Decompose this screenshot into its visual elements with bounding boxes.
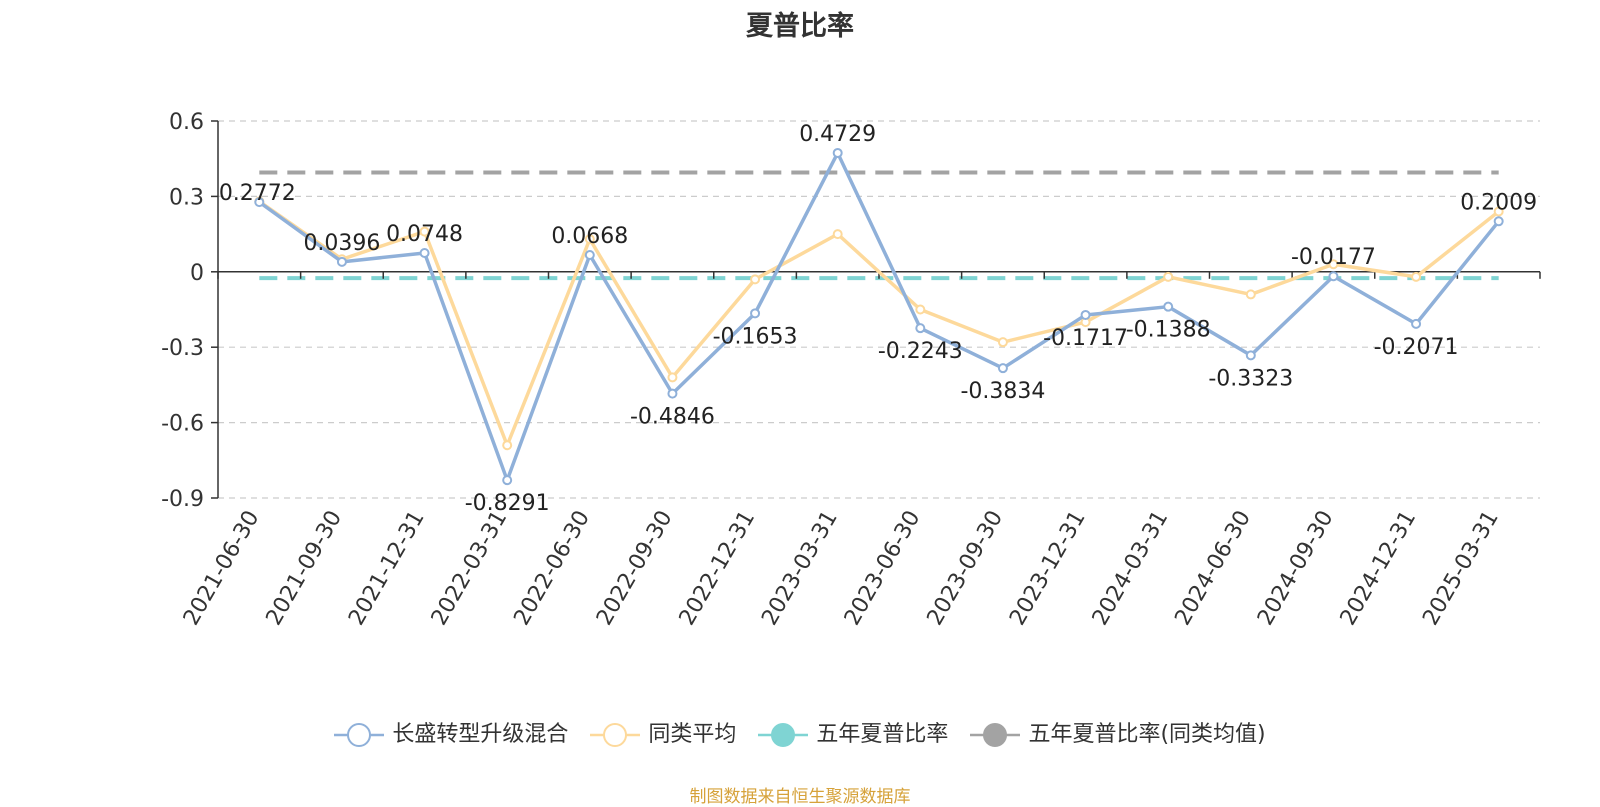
x-tick-label: 2024-06-30 [1170, 507, 1256, 630]
x-tick-label: 2023-09-30 [923, 507, 1009, 630]
data-label: 0.0396 [303, 231, 380, 256]
chart-title: 夏普比率 [746, 11, 854, 42]
peer-point[interactable] [1411, 271, 1422, 282]
grid-lines [218, 120, 1540, 499]
peer-point[interactable] [1245, 289, 1256, 300]
legend-item[interactable]: 长盛转型升级混合 [334, 722, 568, 748]
legend-item[interactable]: 五年夏普比率 [758, 722, 948, 748]
fund-point[interactable] [667, 388, 678, 399]
data-label: -0.4846 [630, 405, 715, 430]
data-label: -0.2243 [878, 339, 963, 364]
fund-point[interactable] [1163, 301, 1174, 312]
y-tick-label: 0 [190, 261, 204, 286]
fund-point[interactable] [584, 250, 595, 261]
peer-point[interactable] [1163, 271, 1174, 282]
peer-point[interactable] [832, 229, 843, 240]
x-tick-label: 2024-03-31 [1088, 507, 1174, 630]
peer-point[interactable] [419, 226, 430, 237]
data-label: -0.1388 [1126, 318, 1211, 343]
axes: 0.60.30-0.3-0.6-0.92021-06-302021-09-302… [161, 110, 1541, 630]
legend-swatch-marker [983, 723, 1008, 747]
x-tick-label: 2022-12-31 [675, 507, 761, 630]
x-tick-label: 2023-03-31 [757, 507, 843, 630]
sharpe-line-chart: 0.60.30-0.3-0.6-0.92021-06-302021-09-302… [161, 110, 1541, 630]
legend-label: 长盛转型升级混合 [392, 722, 569, 747]
data-label: 0.2009 [1460, 190, 1537, 215]
legend-swatch-marker [771, 723, 796, 747]
fund-point[interactable] [1080, 309, 1091, 320]
fund-point[interactable] [915, 323, 926, 334]
legend-swatch [970, 723, 1021, 747]
fund-point[interactable] [254, 197, 265, 208]
legend-item[interactable]: 五年夏普比率(同类均值) [970, 722, 1266, 748]
data-label: 0.4729 [799, 122, 876, 147]
peer-point[interactable] [1493, 206, 1504, 217]
data-label: -0.1653 [713, 324, 798, 349]
series-lines [254, 147, 1504, 486]
x-tick-label: 2024-12-31 [1336, 507, 1422, 630]
y-tick-label: 0.6 [169, 110, 204, 135]
peer-average-line [258, 199, 1500, 447]
data-label: -0.0177 [1291, 245, 1376, 270]
data-label: 0.0668 [551, 224, 628, 249]
fund-point[interactable] [1493, 216, 1504, 227]
x-tick-label: 2021-06-30 [179, 507, 265, 630]
data-label: -0.3834 [960, 379, 1045, 404]
legend[interactable]: 长盛转型升级混合 同类平均 五年夏普比率 五年夏普比率(同类均值) [0, 722, 1600, 748]
y-tick-label: -0.9 [161, 487, 204, 512]
fund-series-line [258, 151, 1501, 482]
y-tick-label: -0.6 [161, 412, 204, 437]
legend-swatch-marker [347, 723, 372, 747]
data-label: -0.1717 [1043, 326, 1128, 351]
fund-point[interactable] [419, 248, 430, 259]
fund-point[interactable] [1411, 318, 1422, 329]
data-label: -0.2071 [1374, 335, 1459, 360]
fund-point[interactable] [502, 475, 513, 486]
peer-point[interactable] [667, 372, 678, 383]
data-label: -0.8291 [465, 491, 550, 516]
x-tick-label: 2021-09-30 [262, 507, 348, 630]
legend-swatch [334, 723, 385, 747]
y-tick-label: 0.3 [169, 185, 204, 210]
legend-item[interactable]: 同类平均 [590, 722, 736, 748]
data-labels: 0.2772 0.0396 0.0748 -0.8291 0.0668 -0.4846 -0… [219, 122, 1537, 516]
legend-swatch [590, 723, 641, 747]
peer-point[interactable] [915, 304, 926, 315]
data-label: -0.3323 [1208, 366, 1293, 391]
x-tick-label: 2022-09-30 [592, 507, 678, 630]
x-tick-label: 2021-12-31 [344, 507, 430, 630]
x-tick-label: 2024-09-30 [1253, 507, 1339, 630]
legend-label: 同类平均 [648, 722, 737, 747]
legend-swatch-marker [603, 723, 628, 747]
legend-label: 五年夏普比率(同类均值) [1028, 722, 1266, 747]
fund-point[interactable] [1328, 271, 1339, 282]
source-note: 制图数据来自恒生聚源数据库 [689, 787, 911, 807]
x-tick-label: 2022-03-31 [427, 507, 513, 630]
x-tick-label: 2023-12-31 [1005, 507, 1091, 630]
fund-point[interactable] [1245, 350, 1256, 361]
x-tick-label: 2023-06-30 [840, 507, 926, 630]
x-tick-label: 2022-06-30 [509, 507, 595, 630]
data-label: 0.2772 [219, 181, 296, 206]
fund-point[interactable] [336, 256, 347, 267]
fund-point[interactable] [997, 363, 1008, 374]
data-label: 0.0748 [386, 222, 463, 247]
fund-point[interactable] [750, 308, 761, 319]
legend-swatch [758, 723, 809, 747]
peer-point[interactable] [1328, 259, 1339, 270]
peer-point[interactable] [750, 274, 761, 285]
peer-point[interactable] [584, 234, 595, 245]
y-tick-label: -0.3 [161, 336, 204, 361]
fund-point[interactable] [832, 147, 843, 158]
x-tick-label: 2025-03-31 [1418, 507, 1504, 630]
peer-point[interactable] [997, 337, 1008, 348]
peer-point[interactable] [502, 440, 513, 451]
legend-label: 五年夏普比率 [816, 722, 949, 747]
